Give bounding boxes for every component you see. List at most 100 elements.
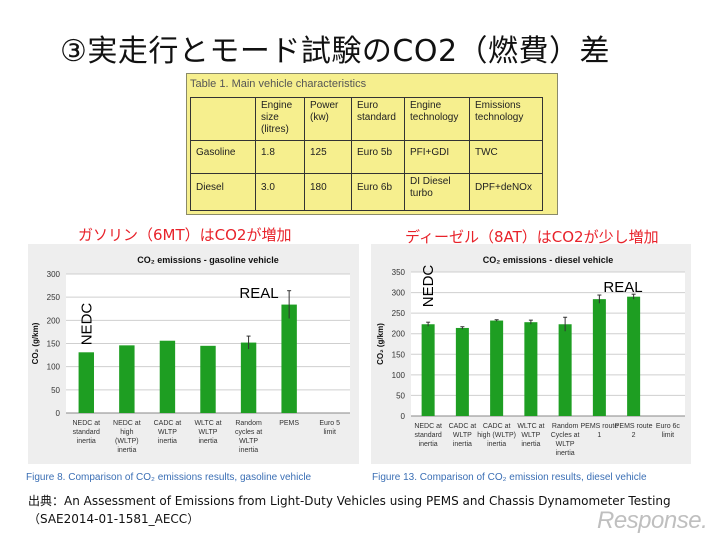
y-tick-label: 200 <box>47 316 61 325</box>
x-tick-label: inertia <box>158 438 177 445</box>
y-tick-label: 0 <box>56 409 61 418</box>
x-tick-label: inertia <box>453 441 472 448</box>
x-tick-label: inertia <box>239 447 258 454</box>
response-watermark: Response. <box>597 507 708 534</box>
x-tick-label: NEDC at <box>72 420 100 427</box>
table-header-cell: Power (kw) <box>304 97 352 141</box>
bar <box>421 324 435 416</box>
x-tick-label: inertia <box>198 438 217 445</box>
gasoline-chart-panel: 0 50 100 150 200 250 300 CO₂ emissions - gasoli… <box>28 244 359 464</box>
x-tick-label: 1 <box>597 432 601 439</box>
x-tick-label: NEDC at <box>414 423 442 430</box>
table-cell: TWC <box>469 140 543 174</box>
bar <box>558 324 572 416</box>
table-header-row: Engine size (litres) Power (kw) Euro sta… <box>190 97 543 141</box>
table-cell: Euro 6b <box>351 173 405 211</box>
x-tick-label: CADC at <box>154 420 182 427</box>
chart-title: CO₂ emissions - gasoline vehicle <box>137 255 279 265</box>
x-tick-label: WLTP <box>158 429 177 436</box>
diesel-figure-caption: Figure 13. Comparison of CO₂ emission re… <box>372 472 647 483</box>
x-tick-label: CADC at <box>449 423 477 430</box>
y-tick-label: 300 <box>392 289 406 298</box>
bar <box>240 342 257 413</box>
y-axis-label: CO₂ (g/km) <box>31 322 40 364</box>
x-tick-label: Euro 5 <box>319 420 340 427</box>
bar <box>200 345 216 413</box>
chart-title: CO₂ emissions - diesel vehicle <box>483 255 614 265</box>
bar <box>524 322 538 416</box>
y-tick-label: 100 <box>392 371 406 380</box>
x-tick-label: WLTP <box>521 432 540 439</box>
diesel-chart: 0 50 100 150 200 250 300 350 CO₂ emissions - die… <box>376 255 685 457</box>
table-header-cell: Engine technology <box>404 97 470 141</box>
bar <box>592 299 606 416</box>
table-cell: PFI+GDI <box>404 140 470 174</box>
x-tick-label: inertia <box>487 441 506 448</box>
x-tick-label: WLTP <box>453 432 472 439</box>
x-tick-label: standard <box>73 429 100 436</box>
table-header-cell: Emissions technology <box>469 97 543 141</box>
table-row: Gasoline 1.8 125 Euro 5b PFI+GDI TWC <box>190 140 543 174</box>
x-tick-label: Random <box>235 420 262 427</box>
y-tick-label: 250 <box>47 293 61 302</box>
table-cell: DI Diesel turbo <box>404 173 470 211</box>
x-tick-label: WLTP <box>239 438 258 445</box>
x-tick-label: (WLTP) <box>115 438 139 445</box>
table-cell: 3.0 <box>255 173 305 211</box>
gasoline-chart: 0 50 100 150 200 250 300 CO₂ emissions - gasoli… <box>31 255 350 454</box>
x-tick-label: cycles at <box>235 429 262 436</box>
x-tick-label: inertia <box>77 438 96 445</box>
table-cell: Gasoline <box>190 140 256 174</box>
y-tick-label: 0 <box>401 412 406 421</box>
x-tick-label: NEDC at <box>113 420 141 427</box>
diesel-chart-panel: 0 50 100 150 200 250 300 350 CO₂ emissions - die… <box>371 244 691 464</box>
table-caption: Table 1. Main vehicle characteristics <box>190 78 367 90</box>
x-tick-label: CADC at <box>483 423 511 430</box>
table-row: Diesel 3.0 180 Euro 6b DI Diesel turbo D… <box>190 173 543 211</box>
x-tick-label: Euro 6c <box>656 423 681 430</box>
table-header-cell <box>190 97 256 141</box>
nedc-annotation: NEDC <box>420 265 437 308</box>
x-tick-label: inertia <box>556 450 575 457</box>
x-tick-label: WLTP <box>556 441 575 448</box>
x-tick-label: high <box>120 429 133 436</box>
y-tick-label: 50 <box>51 386 60 395</box>
bar <box>281 304 297 413</box>
x-tick-label: PEMS route <box>615 423 653 430</box>
table-header-cell: Engine size (litres) <box>255 97 305 141</box>
x-tick-label: WLTC at <box>517 423 544 430</box>
y-tick-label: 150 <box>392 350 406 359</box>
table-header-cell: Euro standard <box>351 97 405 141</box>
bar <box>627 296 641 416</box>
y-tick-label: 150 <box>47 340 61 349</box>
table-cell: 180 <box>304 173 352 211</box>
gasoline-figure-caption: Figure 8. Comparison of CO₂ emissions re… <box>26 472 312 483</box>
bar <box>455 327 469 416</box>
x-tick-label: WLTP <box>199 429 218 436</box>
y-tick-label: 350 <box>392 268 406 277</box>
x-tick-label: inertia <box>419 441 438 448</box>
real-annotation: REAL <box>239 285 278 302</box>
y-axis-label: CO₂ (g/km) <box>376 323 385 365</box>
x-tick-label: limit <box>662 432 674 439</box>
x-tick-label: inertia <box>521 441 540 448</box>
x-tick-label: Cycles at <box>551 432 580 439</box>
gasoline-subtitle: ガソリン（6MT）はCO2が増加 <box>78 226 292 244</box>
source-citation: 出典：An Assessment of Emissions from Light… <box>28 494 671 526</box>
bar <box>119 345 135 413</box>
bar <box>78 352 94 413</box>
x-tick-label: WLTC at <box>194 420 221 427</box>
x-tick-label: PEMS <box>279 420 299 427</box>
y-tick-label: 50 <box>396 391 405 400</box>
table-cell: DPF+deNOx <box>469 173 543 211</box>
diesel-subtitle: ディーゼル（8AT）はCO2が少し増加 <box>405 228 659 246</box>
bar <box>159 340 176 413</box>
y-tick-label: 100 <box>47 363 61 372</box>
nedc-annotation: NEDC <box>78 303 95 346</box>
y-tick-label: 300 <box>47 270 61 279</box>
table-cell: Euro 5b <box>351 140 405 174</box>
x-tick-label: PEMS route <box>581 423 619 430</box>
x-tick-label: limit <box>323 429 335 436</box>
y-tick-label: 200 <box>392 330 406 339</box>
x-tick-label: 2 <box>632 432 636 439</box>
